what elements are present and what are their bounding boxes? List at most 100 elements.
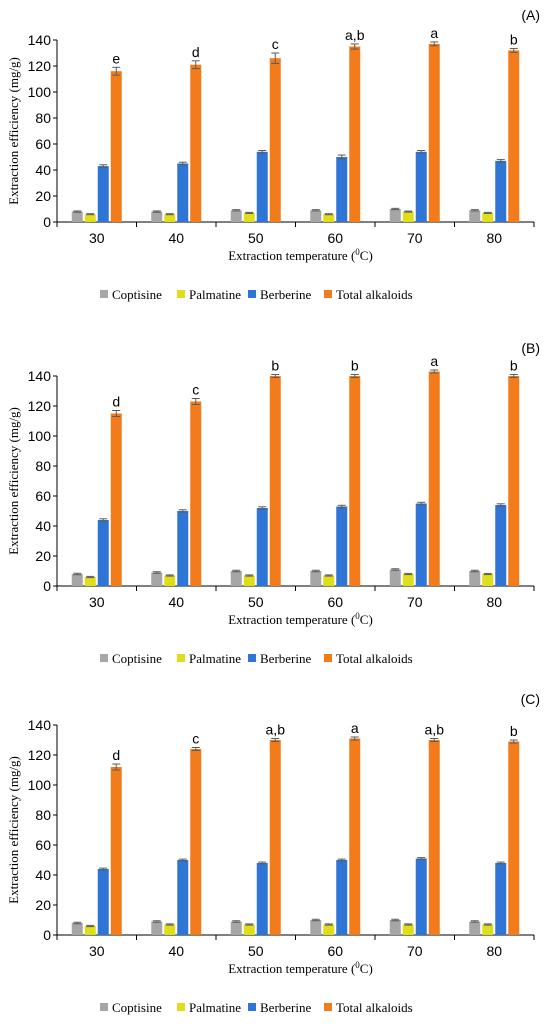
bar-palmatine — [164, 214, 176, 222]
significance-label: a — [430, 353, 438, 369]
x-tick-label: 50 — [248, 230, 264, 246]
bar-berberine — [177, 860, 189, 935]
legend-swatch-coptisine — [100, 1003, 108, 1011]
bar-total-alkaloids — [110, 767, 122, 935]
significance-label: a,b — [266, 722, 286, 738]
legend-label: Total alkaloids — [336, 651, 413, 666]
legend-label: Coptisine — [112, 1000, 162, 1015]
bar-coptisine — [469, 210, 481, 222]
bar-berberine — [97, 166, 109, 222]
legend-label: Total alkaloids — [336, 287, 413, 302]
bar-palmatine — [482, 212, 494, 222]
x-tick-label: 80 — [486, 230, 502, 246]
legend-swatch-palmatine — [177, 1003, 185, 1011]
x-tick-label: 30 — [89, 230, 105, 246]
bar-berberine — [336, 506, 348, 586]
y-axis-label: Extraction efficiency (mg/g) — [6, 756, 21, 904]
significance-label: b — [510, 723, 518, 739]
bar-palmatine — [84, 577, 96, 586]
legend-label: Coptisine — [112, 287, 162, 302]
x-tick-label: 60 — [327, 943, 343, 959]
y-tick-label: 0 — [43, 927, 51, 943]
bar-total-alkaloids — [269, 376, 281, 586]
legend-swatch-berberine — [248, 654, 256, 662]
x-tick-label: 60 — [327, 230, 343, 246]
legend-swatch-palmatine — [177, 654, 185, 662]
bar-coptisine — [310, 920, 322, 935]
bar-palmatine — [164, 575, 176, 586]
bar-palmatine — [402, 924, 414, 935]
bar-berberine — [415, 858, 427, 935]
legend-label: Coptisine — [112, 651, 162, 666]
y-tick-label: 100 — [28, 777, 52, 793]
legend-swatch-coptisine — [100, 654, 108, 662]
bar-palmatine — [402, 211, 414, 222]
significance-label: b — [510, 358, 518, 374]
y-tick-label: 140 — [28, 368, 52, 384]
bar-berberine — [177, 163, 189, 222]
y-tick-label: 120 — [28, 58, 52, 74]
legend-swatch-berberine — [248, 1003, 256, 1011]
y-tick-label: 0 — [43, 214, 51, 230]
bar-berberine — [256, 151, 268, 222]
x-tick-label: 80 — [486, 943, 502, 959]
y-axis-label: Extraction efficiency (mg/g) — [6, 407, 21, 555]
bar-berberine — [256, 508, 268, 586]
bar-total-alkaloids — [110, 413, 122, 586]
bar-berberine — [97, 520, 109, 586]
significance-label: c — [272, 36, 279, 52]
bar-berberine — [415, 503, 427, 586]
x-axis-label: Extraction temperature (0C) — [228, 960, 373, 976]
legend-swatch-total-alkaloids — [324, 1003, 332, 1011]
legend: Coptisine Palmatine Berberine Total alkaloi… — [100, 651, 413, 666]
bar-total-alkaloids — [508, 50, 520, 223]
x-tick-label: 40 — [168, 594, 184, 610]
legend-swatch-coptisine — [100, 290, 108, 298]
legend-swatch-total-alkaloids — [324, 290, 332, 298]
y-tick-label: 80 — [35, 110, 51, 126]
y-tick-label: 60 — [35, 488, 51, 504]
bar-coptisine — [469, 921, 481, 935]
bar-palmatine — [402, 574, 414, 586]
bar-coptisine — [389, 569, 401, 586]
bar-palmatine — [84, 926, 96, 935]
x-tick-label: 80 — [486, 594, 502, 610]
bar-coptisine — [230, 921, 242, 935]
y-tick-label: 140 — [28, 717, 52, 733]
bar-coptisine — [71, 211, 83, 222]
chart-panel-1: (A) 0 20 40 60 80 100 120 140 30 40 50 60 70 80 Extract… — [6, 7, 540, 302]
bar-total-alkaloids — [269, 58, 281, 223]
significance-label: a,b — [345, 27, 365, 43]
panel-label: (C) — [521, 691, 540, 707]
y-tick-label: 80 — [35, 458, 51, 474]
bar-palmatine — [243, 924, 255, 935]
bar-palmatine — [323, 575, 335, 586]
legend-label: Palmatine — [189, 287, 241, 302]
bar-berberine — [177, 511, 189, 586]
bar-berberine — [97, 869, 109, 935]
chart-panel-3: (C) 0 20 40 60 80 100 120 140 30 40 50 60 70 80 Extract… — [6, 691, 540, 1015]
significance-label: d — [112, 747, 120, 763]
bar-berberine — [415, 151, 427, 222]
bar-coptisine — [71, 574, 83, 586]
y-tick-label: 40 — [35, 867, 51, 883]
legend-label: Berberine — [260, 1000, 311, 1015]
bar-palmatine — [323, 214, 335, 222]
y-tick-label: 140 — [28, 32, 52, 48]
x-tick-label: 70 — [407, 943, 423, 959]
y-tick-label: 100 — [28, 428, 52, 444]
panel-label: (B) — [521, 340, 540, 356]
bar-palmatine — [482, 574, 494, 586]
bar-total-alkaloids — [349, 46, 361, 222]
x-tick-label: 60 — [327, 594, 343, 610]
bar-coptisine — [469, 571, 481, 586]
bar-coptisine — [151, 211, 163, 222]
legend-label: Berberine — [260, 651, 311, 666]
bar-coptisine — [310, 210, 322, 222]
x-tick-label: 30 — [89, 594, 105, 610]
bar-total-alkaloids — [428, 740, 440, 935]
legend: Coptisine Palmatine Berberine Total alkaloi… — [100, 287, 413, 302]
bar-berberine — [336, 157, 348, 222]
bar-total-alkaloids — [110, 71, 122, 222]
bar-total-alkaloids — [508, 741, 520, 935]
